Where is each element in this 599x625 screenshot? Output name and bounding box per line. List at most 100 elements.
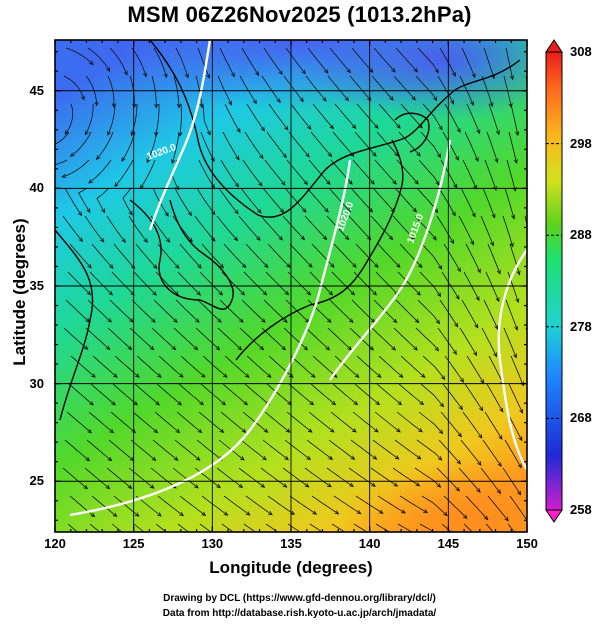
streamline (331, 523, 346, 532)
streamline (420, 383, 444, 407)
streamline (398, 383, 424, 405)
y-tick-label: 45 (29, 82, 44, 98)
streamline-arrow (476, 129, 481, 135)
streamline (466, 355, 485, 384)
streamline (329, 47, 351, 73)
streamline-arrow (462, 514, 468, 520)
streamline-arrow (438, 265, 443, 270)
x-tick-label: 120 (44, 536, 66, 551)
streamline-arrow (491, 213, 496, 219)
streamline-arrow (353, 400, 359, 406)
streamline (239, 327, 264, 351)
streamline-arrow (457, 432, 462, 438)
streamline (122, 187, 133, 216)
streamline (332, 383, 358, 406)
streamline (173, 327, 198, 350)
streamline (415, 75, 437, 101)
streamline (394, 439, 422, 460)
streamline-arrow (259, 154, 264, 160)
streamline-arrow (107, 456, 113, 462)
streamline (175, 299, 200, 323)
streamline (108, 439, 134, 461)
streamline (62, 215, 83, 242)
streamline (510, 103, 519, 136)
streamline-arrow (282, 153, 287, 159)
streamline-arrow (96, 155, 101, 160)
streamline-arrow (258, 181, 263, 187)
streamline-arrow (453, 183, 458, 189)
streamline (484, 159, 497, 191)
streamline-arrow (333, 538, 337, 541)
streamline (441, 271, 460, 300)
streamline-arrow (219, 428, 225, 433)
streamline (288, 383, 314, 406)
streamline-arrow (237, 345, 243, 351)
streamline-arrow (216, 483, 221, 489)
streamline (504, 439, 522, 468)
streamline-arrow (451, 211, 456, 217)
streamline (128, 215, 148, 243)
streamline (174, 439, 201, 461)
streamline (285, 47, 306, 74)
streamline-arrow (515, 131, 520, 137)
streamline (290, 355, 316, 378)
streamline-arrow (504, 516, 509, 522)
streamline-arrow (440, 375, 446, 381)
streamline (503, 75, 512, 108)
streamline (130, 439, 156, 461)
streamline (286, 159, 308, 185)
streamline-arrow (121, 238, 126, 243)
streamline (421, 495, 448, 516)
streamline-arrow (89, 60, 94, 66)
streamline-arrow (281, 345, 287, 351)
streamline (352, 411, 379, 433)
streamline (199, 271, 223, 296)
streamline-arrow (456, 267, 461, 273)
streamline (289, 243, 313, 268)
streamline (504, 187, 515, 219)
streamline-arrow (143, 72, 147, 78)
streamline-arrow (194, 484, 199, 489)
streamline-arrow (352, 263, 357, 268)
streamline-arrow (374, 124, 379, 129)
axis-ticks (54, 40, 528, 532)
streamline (222, 131, 240, 160)
streamline-arrow (452, 350, 457, 355)
streamline (85, 327, 110, 350)
colorbar-tick-label: 278 (570, 318, 592, 334)
streamline (70, 131, 92, 157)
streamline-arrow (228, 100, 232, 106)
streamline-arrow (538, 438, 541, 442)
streamline-arrow (326, 318, 332, 323)
streamline-arrow (490, 241, 494, 247)
streamline-arrow (178, 540, 182, 544)
streamline (395, 47, 418, 73)
streamline-arrow (284, 455, 289, 461)
streamline (444, 103, 461, 133)
streamline (261, 327, 286, 351)
streamline-arrow (475, 296, 480, 302)
streamline (436, 215, 454, 244)
streamline-arrow (163, 73, 168, 79)
streamline (197, 47, 210, 79)
streamline-arrow (372, 152, 377, 157)
streamline (417, 47, 439, 73)
streamline-arrow (245, 511, 251, 516)
streamline (176, 411, 202, 433)
streamline-arrow (371, 482, 376, 487)
streamline-arrow (230, 72, 235, 78)
figure-title: MSM 06Z26Nov2025 (1013.2hPa) (127, 2, 472, 27)
streamline-arrow (392, 179, 397, 185)
streamline (287, 523, 301, 532)
streamline-arrow (154, 131, 159, 137)
streamline-arrow (285, 428, 291, 433)
streamline (505, 299, 518, 331)
streamline (351, 299, 376, 323)
streamline-arrow (413, 346, 418, 351)
streamline-arrow (324, 207, 329, 213)
streamline-arrow (411, 95, 416, 101)
streamline (131, 299, 156, 323)
streamline (133, 523, 145, 532)
streamline (70, 355, 96, 378)
streamline (220, 159, 239, 188)
